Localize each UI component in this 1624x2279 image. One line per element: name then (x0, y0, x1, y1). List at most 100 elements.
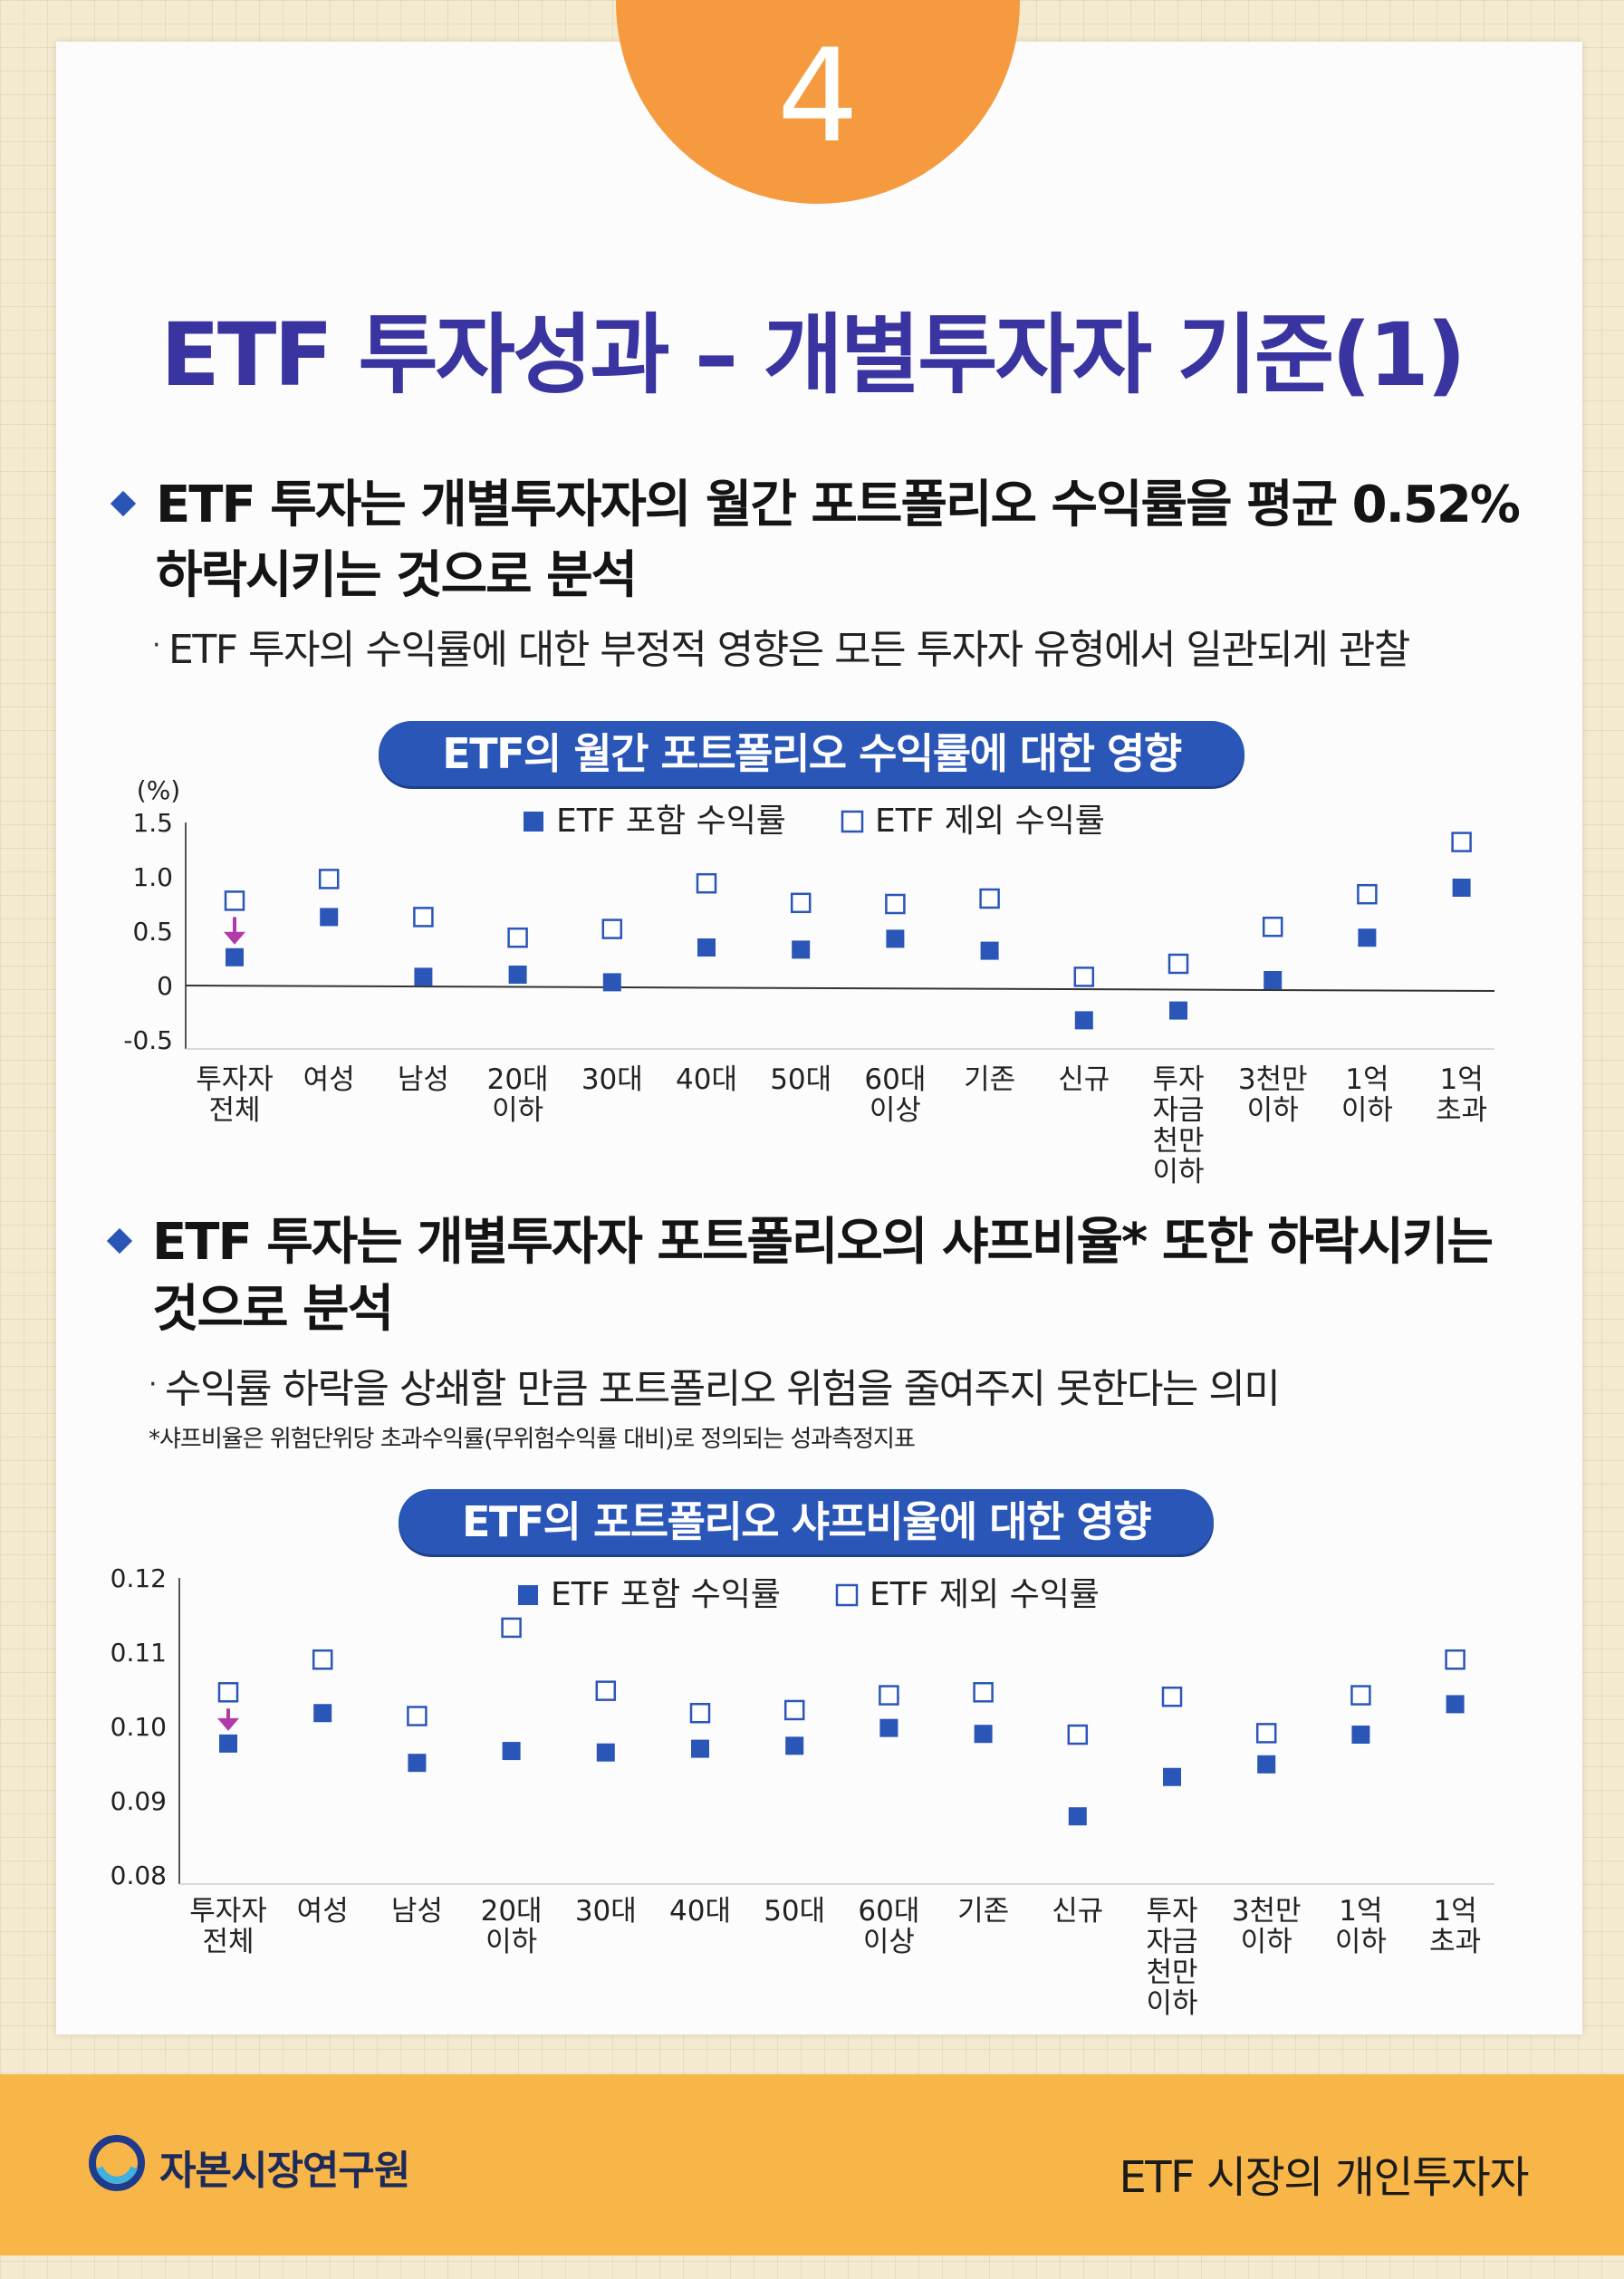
point-etf-excluded (783, 1699, 805, 1721)
point-etf-excluded (790, 892, 812, 914)
institute-logo-icon (89, 2135, 145, 2191)
y-tick-label: 0.10 (111, 1712, 167, 1742)
category-label: 투자 (1152, 1063, 1204, 1096)
point-etf-excluded (312, 1649, 333, 1670)
point-etf-included (320, 908, 339, 927)
point-etf-included (974, 1725, 993, 1744)
y-tick-label: 0.09 (111, 1786, 167, 1816)
section2-bullet-line1: ETF 투자는 개별투자자 포트폴리오의 샤프비율* 또한 하락시키는 (152, 1213, 1494, 1272)
section1-bullet-line1: ETF 투자는 개별투자자의 월간 포트폴리오 수익률을 평균 0.52% (156, 476, 1521, 534)
category-label: 3천만 (1238, 1063, 1308, 1096)
legend-label: ETF 포함 수익률 (556, 803, 786, 840)
category-label: 20대 (481, 1895, 543, 1928)
category-label: 40대 (669, 1895, 731, 1928)
category-label: 이상 (863, 1926, 915, 1958)
point-etf-included (691, 1739, 709, 1758)
point-etf-included (1446, 1695, 1465, 1714)
category-label: 투자 (1146, 1895, 1197, 1928)
zero-line (185, 985, 1495, 992)
point-etf-included (1068, 1807, 1087, 1826)
chart1-title: ETF의 월간 포트폴리오 수익률에 대한 영향 (379, 721, 1244, 786)
point-etf-excluded (973, 1682, 994, 1703)
category-label: 신규 (1052, 1895, 1103, 1928)
point-etf-included (408, 1754, 427, 1773)
y-tick-label: 0.12 (111, 1563, 167, 1593)
category-label: 이하 (1247, 1094, 1299, 1127)
y-tick-label: 0.5 (132, 917, 173, 947)
footer-series-title: ETF 시장의 개인투자자 (1119, 2152, 1529, 2203)
y-tick-label: 0.08 (111, 1861, 167, 1890)
point-etf-included (1074, 1011, 1093, 1030)
point-etf-included (697, 938, 716, 957)
category-label: 천만 (1146, 1957, 1197, 1989)
y-tick-label: -0.5 (123, 1025, 173, 1055)
category-label: 3천만 (1232, 1895, 1302, 1928)
legend-open-square-icon (841, 810, 864, 833)
category-label: 60대 (864, 1063, 926, 1096)
category-label: 이하 (492, 1094, 543, 1127)
category-label: 60대 (858, 1895, 919, 1928)
point-etf-excluded (885, 893, 906, 915)
point-etf-included (502, 1742, 521, 1761)
point-etf-excluded (689, 1702, 711, 1724)
point-etf-included (1452, 879, 1471, 897)
point-etf-excluded (601, 918, 623, 939)
category-label: 40대 (676, 1063, 737, 1096)
y-tick-label: 1.5 (132, 808, 173, 838)
y-tick-label: 1.0 (132, 862, 173, 892)
point-etf-included (1169, 1001, 1187, 1020)
point-etf-excluded (507, 927, 528, 948)
category-label: 이하 (1335, 1926, 1387, 1958)
point-etf-excluded (1445, 1649, 1465, 1670)
legend-label: ETF 포함 수익률 (551, 1576, 781, 1613)
point-etf-included (1163, 1767, 1181, 1786)
category-label: 전체 (202, 1926, 254, 1958)
point-etf-excluded (1357, 883, 1378, 905)
point-etf-excluded (1255, 1723, 1277, 1744)
point-etf-included (792, 940, 811, 959)
category-label: 50대 (770, 1063, 831, 1096)
footnote: *샤프비율은 위험단위당 초과수익률(무위험수익률 대비)로 정의되는 성과측정… (149, 1426, 916, 1453)
chart2-title: ETF의 포트폴리오 샤프비율에 대한 영향 (399, 1489, 1214, 1554)
point-etf-excluded (407, 1706, 428, 1726)
footer-bar (0, 2074, 1624, 2255)
category-label: 신규 (1058, 1063, 1110, 1096)
category-label: 30대 (581, 1063, 643, 1096)
point-etf-excluded (595, 1680, 617, 1701)
category-label: 1억 (1339, 1895, 1382, 1928)
category-label: 기존 (964, 1063, 1015, 1096)
y-unit-label: (%) (137, 775, 180, 805)
category-label: 여성 (297, 1895, 349, 1928)
category-label: 남성 (391, 1895, 443, 1928)
category-label: 1억 (1433, 1895, 1476, 1928)
section2-bullet-line2: 것으로 분석 (152, 1280, 394, 1339)
point-etf-excluded (318, 869, 340, 889)
category-label: 자금 (1152, 1094, 1204, 1127)
point-etf-excluded (501, 1617, 522, 1639)
point-etf-included (886, 929, 905, 948)
category-label: 여성 (303, 1063, 355, 1096)
legend-filled-square-icon (524, 812, 543, 832)
category-label: 투자자 (189, 1895, 267, 1928)
point-etf-included (980, 941, 999, 960)
legend-open-square-icon (835, 1583, 859, 1607)
category-label: 천만 (1152, 1125, 1204, 1158)
point-etf-included (785, 1736, 804, 1755)
point-etf-included (313, 1704, 332, 1723)
point-etf-excluded (879, 1685, 899, 1706)
section1-sub: · ETF 투자의 수익률에 대한 부정적 영향은 모든 투자자 유형에서 일관되… (152, 627, 1410, 673)
annotation-arrow-head-icon (224, 931, 245, 945)
section1-bullet-line2: 하락시키는 것으로 분석 (156, 546, 638, 605)
category-label: 30대 (575, 1895, 637, 1928)
category-label: 20대 (487, 1063, 549, 1096)
point-etf-excluded (1350, 1685, 1371, 1706)
content-card (56, 42, 1582, 2034)
category-label: 전체 (208, 1094, 260, 1127)
point-etf-excluded (217, 1682, 239, 1703)
category-label: 투자자 (196, 1063, 274, 1096)
point-etf-excluded (1067, 1724, 1089, 1745)
point-etf-excluded (224, 890, 245, 911)
category-label: 초과 (1429, 1926, 1481, 1958)
